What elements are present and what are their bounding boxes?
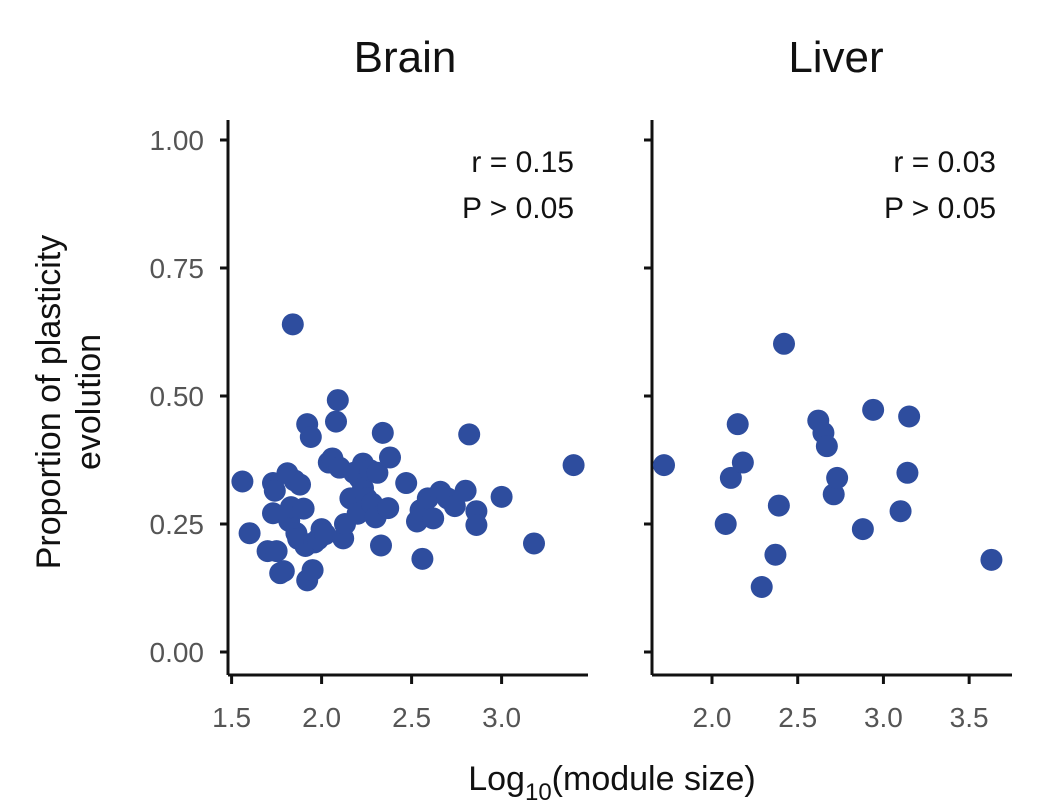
data-point [764, 543, 787, 566]
x-axis-title-main: Log [468, 760, 525, 798]
data-point [815, 435, 838, 458]
data-point [301, 559, 324, 582]
data-point [719, 466, 742, 489]
data-point [299, 425, 322, 448]
x-tick-label: 2.0 [302, 702, 341, 733]
x-tick-label: 3.0 [864, 702, 903, 733]
data-point [272, 560, 295, 583]
x-tick-label: 1.5 [212, 702, 251, 733]
data-point [851, 518, 874, 541]
data-point [292, 497, 315, 520]
data-point [726, 413, 749, 436]
y-tick-label: 1.00 [150, 125, 205, 156]
data-point [326, 389, 349, 412]
x-tick-label: 2.0 [693, 702, 732, 733]
data-point [231, 470, 254, 493]
x-axis-title-rest: (module size) [552, 760, 756, 798]
x-tick-label: 3.0 [482, 702, 521, 733]
x-tick-label: 2.5 [778, 702, 817, 733]
panel-liver-correlation: r = 0.03 [893, 146, 996, 179]
panel-title-brain: Brain [354, 33, 457, 82]
panel-brain-p-value: P > 0.05 [462, 192, 574, 225]
data-point [714, 513, 737, 535]
data-point [371, 421, 394, 444]
y-axis-title-line-1: Proportion of plasticity [30, 235, 68, 570]
data-point [889, 500, 912, 523]
data-point [411, 547, 434, 570]
x-tick-label: 2.5 [392, 702, 431, 733]
panel-title-liver: Liver [788, 33, 883, 82]
y-tick-labels: 0.00 0.25 0.50 0.75 1.00 [150, 125, 205, 668]
data-point [767, 494, 790, 517]
data-point [289, 473, 311, 496]
panel-liver-p-value: P > 0.05 [884, 192, 996, 225]
data-point [465, 514, 488, 537]
data-point [281, 313, 304, 336]
x-tick-label: 3.5 [950, 702, 989, 733]
data-point [454, 479, 477, 502]
panel-liver-points [653, 332, 1003, 598]
y-tick-label: 0.50 [150, 381, 205, 412]
y-tick-label: 0.75 [150, 253, 205, 284]
data-point [377, 497, 400, 520]
x-axis-title-subscript: 10 [525, 779, 552, 806]
data-point [562, 454, 585, 477]
data-point [370, 534, 392, 557]
y-tick-label: 0.25 [150, 509, 205, 540]
data-point [826, 466, 849, 489]
data-point [325, 410, 347, 433]
data-point [980, 548, 1003, 571]
data-point [731, 451, 754, 474]
data-point [523, 532, 545, 555]
panel-brain-points [231, 313, 585, 592]
data-point [366, 461, 389, 484]
data-point [490, 485, 513, 508]
data-point [379, 446, 401, 469]
data-point [238, 522, 261, 545]
data-point [773, 332, 795, 355]
data-point [896, 461, 919, 484]
data-point [822, 483, 845, 506]
data-point [265, 540, 288, 563]
panel-liver-axes: 2.0 2.5 3.0 3.5 [644, 120, 1012, 733]
y-axis-title-line-2: evolution [70, 334, 108, 470]
panel-brain: Brain 1.5 2.0 2.5 3.0 r = 0.15 P > 0.05 [212, 33, 588, 733]
y-tick-label: 0.00 [150, 637, 205, 668]
data-point [750, 575, 773, 598]
data-point [314, 523, 337, 546]
panel-brain-axes: 1.5 2.0 2.5 3.0 [212, 120, 588, 733]
data-point [443, 495, 466, 518]
data-point [458, 423, 481, 446]
data-point [653, 454, 675, 477]
data-point [263, 479, 286, 502]
x-axis-title: Log10(module size) [468, 760, 756, 806]
data-point [395, 472, 418, 495]
panel-brain-correlation: r = 0.15 [471, 146, 574, 179]
data-point [422, 507, 445, 530]
data-point [898, 405, 921, 428]
y-axis-title: Proportion of plasticity evolution [30, 235, 108, 570]
panel-liver: Liver 2.0 2.5 3.0 3.5 r = 0.03 P > 0.05 [644, 33, 1012, 733]
data-point [862, 398, 885, 421]
